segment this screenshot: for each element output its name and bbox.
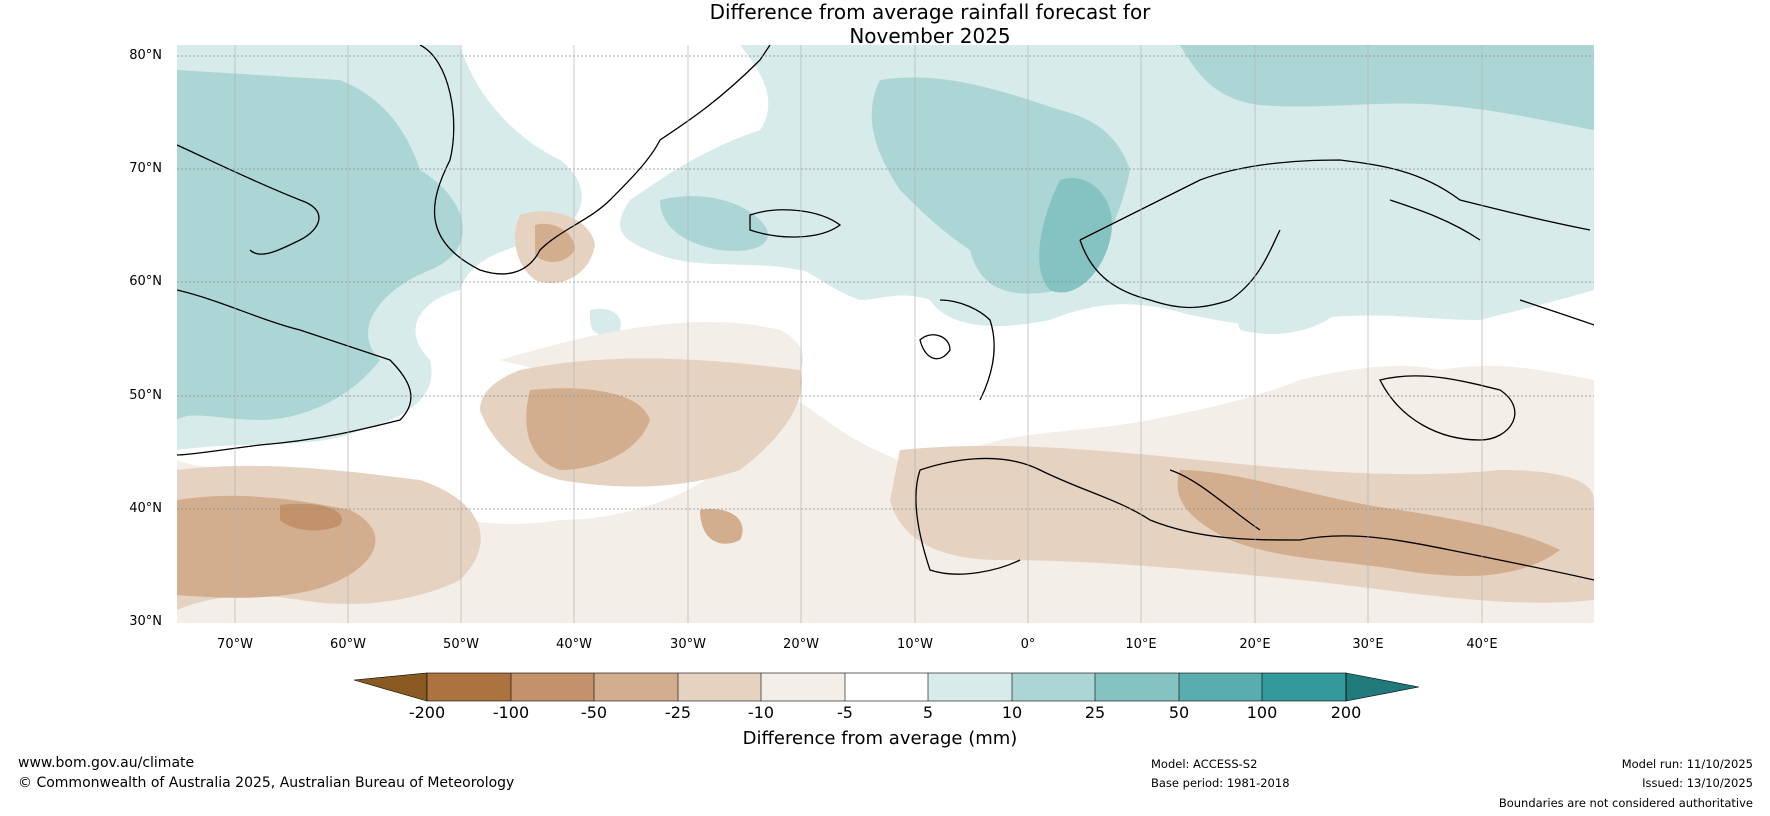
colorbar-tick-100: 100 (1246, 703, 1278, 722)
lat-label-30n: 30°N (129, 614, 162, 629)
issued-text: Issued: 13/10/2025 (1642, 776, 1753, 790)
lat-label-60n: 60°N (129, 274, 162, 289)
dry-anomaly-regions (177, 211, 1594, 623)
colorbar (353, 672, 1420, 702)
colorbar-tick-5: 5 (922, 703, 934, 722)
coastlines (177, 45, 1594, 581)
colorbar-tick-200: 200 (1330, 703, 1362, 722)
latitude-gridlines (177, 55, 1594, 510)
colorbar-tick-50: 50 (1168, 703, 1190, 722)
lon-label-10e: 10°E (1125, 637, 1157, 652)
lon-label-40e: 40°E (1466, 637, 1498, 652)
model-run-text: Model run: 11/10/2025 (1621, 757, 1753, 771)
wet-anomaly-regions (177, 45, 1594, 623)
colorbar-high-extension (1345, 672, 1420, 702)
colorbar-tick-10: 10 (1001, 703, 1023, 722)
lon-label-0: 0° (1020, 637, 1036, 652)
lat-label-70n: 70°N (129, 161, 162, 176)
map-title-line2: November 2025 (849, 24, 1011, 48)
colorbar-tick-minus10: -10 (747, 703, 775, 722)
colorbar-tick-minus200: -200 (408, 703, 446, 722)
colorbar-low-extension (353, 672, 428, 702)
model-text: Model: ACCESS-S2 (1151, 757, 1258, 771)
lon-label-20e: 20°E (1239, 637, 1271, 652)
longitude-gridlines (234, 45, 1483, 623)
lon-label-30e: 30°E (1352, 637, 1384, 652)
map-title-line1: Difference from average rainfall forecas… (709, 0, 1151, 24)
colorbar-tick-minus50: -50 (580, 703, 608, 722)
lon-label-70w: 70°W (217, 637, 253, 652)
colorbar-tick-minus5: -5 (837, 703, 853, 722)
disclaimer-text: Boundaries are not considered authoritat… (1498, 796, 1753, 810)
colorbar-tick-minus25: -25 (664, 703, 692, 722)
lat-label-50n: 50°N (129, 388, 162, 403)
lon-label-50w: 50°W (443, 637, 479, 652)
website-link[interactable]: www.bom.gov.au/climate (18, 755, 195, 771)
lon-label-40w: 40°W (556, 637, 592, 652)
colorbar-title: Difference from average (mm) (742, 728, 1018, 749)
map-plot-area (177, 45, 1594, 623)
lon-label-30w: 30°W (670, 637, 706, 652)
map-title: Difference from average rainfall forecas… (600, 0, 1260, 48)
colorbar-tick-minus100: -100 (492, 703, 530, 722)
colorbar-tick-25: 25 (1084, 703, 1106, 722)
copyright-text: © Commonwealth of Australia 2025, Austra… (18, 775, 515, 791)
lon-label-20w: 20°W (783, 637, 819, 652)
lon-label-60w: 60°W (330, 637, 366, 652)
lat-label-80n: 80°N (129, 48, 162, 63)
base-period-text: Base period: 1981-2018 (1151, 776, 1290, 790)
lon-label-10w: 10°W (897, 637, 933, 652)
lat-label-40n: 40°N (129, 501, 162, 516)
